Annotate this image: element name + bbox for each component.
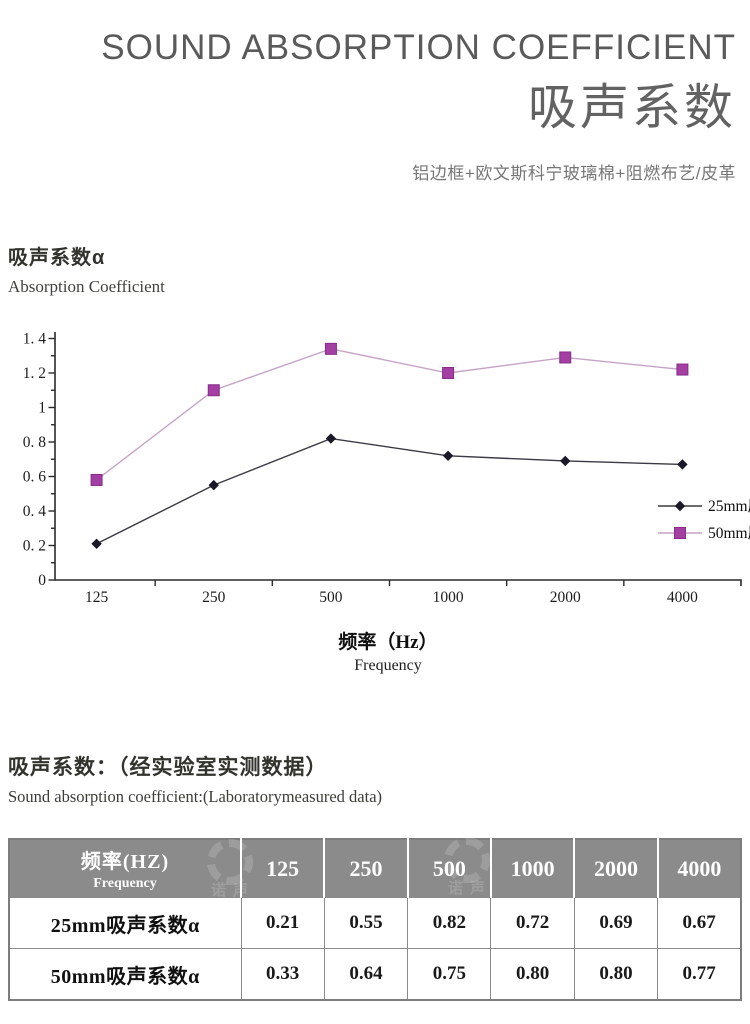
- square-marker: [442, 367, 455, 379]
- y-tick-label: 1: [38, 400, 46, 417]
- table-section-heading-cn: 吸声系数：（经实验室实测数据）: [8, 756, 328, 779]
- chart-series-0: [91, 433, 688, 549]
- series-line: [96, 348, 683, 481]
- diamond-marker: [325, 433, 337, 444]
- square-marker: [559, 351, 572, 364]
- table-cell: 0.21: [240, 897, 325, 949]
- square-marker: [676, 363, 689, 376]
- table-cell: 0.75: [407, 948, 492, 1001]
- table-cell: 0.72: [490, 897, 575, 949]
- legend-label: 50mm厚: [708, 525, 750, 542]
- y-tick-label: 0. 8: [23, 434, 47, 451]
- x-tick-label: 250: [202, 589, 226, 606]
- table-cell: 0.69: [573, 897, 659, 949]
- table-cell: 0.80: [490, 948, 575, 1001]
- table-header-row: 频率(HZ) Frequency 125 250 500 1000 2000 4000: [9, 839, 741, 898]
- chart-axes: [54, 332, 742, 586]
- table-body: 25mm吸声系数α 0.21 0.55 0.82 0.72 0.69 0.67 50mm吸声系…: [8, 897, 742, 1001]
- y-tick-label: 1. 4: [23, 331, 47, 348]
- series-line: [96, 437, 683, 545]
- x-tick-label: 125: [85, 589, 109, 606]
- diamond-marker: [677, 459, 688, 470]
- freq-col-header: 2000: [574, 839, 659, 898]
- table-cell: 0.82: [407, 897, 492, 949]
- chart-x-axis-title-en: Frequency: [354, 657, 422, 674]
- absorption-chart: 0 0. 2 0. 4 0. 6 0. 8 1 1. 2 1. 4 125 250 500 1000 2…: [23, 331, 750, 607]
- x-tick-label: 2000: [550, 589, 581, 606]
- table-cell: 0.33: [240, 948, 325, 1001]
- chart-series-1: [90, 342, 689, 486]
- table-section-heading-en: Sound absorption coefficient:(Laboratory…: [8, 787, 383, 806]
- square-marker: [674, 527, 686, 539]
- table-cell: 0.64: [323, 948, 409, 1001]
- table-cell: 0.77: [657, 948, 742, 1001]
- freq-col-header: 4000: [657, 839, 741, 898]
- table-cell: 0.55: [323, 897, 409, 949]
- chart-y-axis-title-cn: 吸声系数α: [8, 247, 106, 269]
- data-table-wrapper: 频率(HZ) Frequency 125 250 500 1000 2000 4000 2…: [8, 838, 742, 1001]
- material-subtitle: 铝边框+欧文斯科宁玻璃棉+阻燃布艺/皮革: [412, 164, 736, 183]
- diamond-marker: [208, 479, 219, 491]
- table-cell: 0.67: [657, 897, 742, 949]
- row-label: 25mm吸声系数α: [8, 897, 242, 949]
- chart-x-axis-title: 频率（Hz） Frequency: [338, 627, 437, 675]
- diamond-marker: [560, 455, 571, 467]
- freq-header-cn: 频率(HZ): [80, 851, 170, 873]
- freq-header-cell: 频率(HZ) Frequency: [9, 839, 242, 898]
- x-tick-label: 500: [319, 589, 343, 606]
- freq-col-header: 1000: [490, 839, 576, 898]
- chart-x-axis-title-cn: 频率（Hz）: [338, 632, 438, 653]
- x-tick-label: 1000: [433, 589, 464, 606]
- y-tick-label: 0. 6: [23, 469, 47, 486]
- table-row: 25mm吸声系数α 0.21 0.55 0.82 0.72 0.69 0.67: [8, 897, 742, 949]
- diamond-marker: [91, 538, 102, 549]
- legend-item: 25mm厚: [658, 498, 750, 515]
- freq-header-en: Frequency: [93, 876, 157, 891]
- y-tick-label: 0. 4: [23, 503, 47, 520]
- y-tick-label: 1. 2: [23, 365, 46, 382]
- page-title-en: SOUND ABSORPTION COEFFICIENT: [101, 28, 736, 67]
- y-tick-label: 0: [38, 572, 46, 589]
- chart-y-axis-title-en: Absorption Coefficient: [8, 277, 165, 296]
- legend-label: 25mm厚: [708, 498, 750, 515]
- x-tick-label: 4000: [667, 589, 698, 606]
- data-table: 频率(HZ) Frequency 125 250 500 1000 2000 4000 2…: [8, 838, 742, 1001]
- square-marker: [90, 473, 103, 486]
- row-label: 50mm吸声系数α: [8, 948, 242, 1001]
- freq-col-header: 125: [241, 839, 326, 898]
- freq-col-header: 250: [324, 839, 409, 898]
- diamond-marker: [442, 450, 454, 461]
- table-row: 50mm吸声系数α 0.33 0.64 0.75 0.80 0.80 0.77: [8, 948, 742, 1001]
- square-marker: [324, 342, 337, 355]
- diamond-marker: [674, 500, 686, 512]
- freq-col-header: 500: [407, 839, 492, 898]
- square-marker: [207, 384, 220, 397]
- table-cell: 0.80: [573, 948, 659, 1001]
- page-title-cn: 吸声系数: [527, 81, 736, 135]
- y-tick-label: 0. 2: [23, 538, 46, 555]
- chart-y-axis-title: 吸声系数α Absorption Coefficient: [8, 241, 165, 297]
- legend-item: 50mm厚: [658, 525, 750, 542]
